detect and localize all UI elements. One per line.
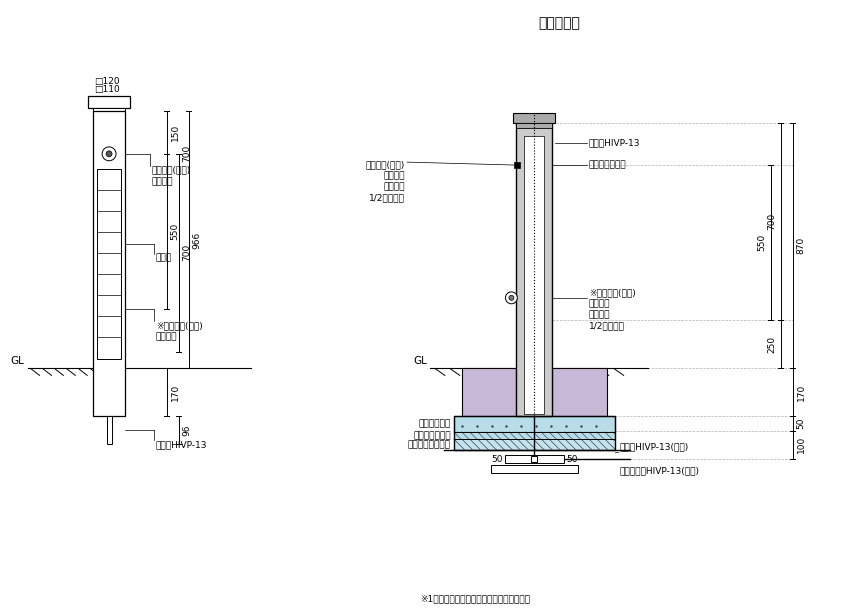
Text: GL: GL (413, 357, 427, 367)
Circle shape (102, 147, 116, 161)
Bar (524, 136, 545, 414)
Text: タイル: タイル (156, 254, 172, 263)
Text: 100: 100 (797, 436, 806, 453)
Bar (517, 123, 552, 128)
Bar (462, 368, 517, 416)
Bar (89, 96, 130, 107)
Text: □120: □120 (94, 77, 120, 86)
Text: ※1口は、下部蛇口取付位置がありません。: ※1口は、下部蛇口取付位置がありません。 (420, 594, 530, 604)
Text: 250: 250 (768, 336, 776, 353)
Circle shape (509, 295, 514, 300)
Text: □110: □110 (94, 85, 120, 94)
Bar (531, 456, 537, 462)
Text: 150: 150 (170, 124, 180, 141)
Text: 170: 170 (170, 384, 180, 401)
Text: □400: □400 (522, 465, 547, 473)
Text: 上部蛇口(別売)
取付位置: 上部蛇口(別売) 取付位置 (152, 166, 191, 186)
Bar (552, 368, 607, 416)
Text: 50: 50 (797, 418, 806, 429)
Text: 給水エルボHIVP-13(別途): 給水エルボHIVP-13(別途) (620, 466, 700, 475)
Text: 550: 550 (170, 223, 180, 240)
Text: 966: 966 (192, 231, 201, 249)
Text: 給水管HIVP-13: 給水管HIVP-13 (589, 138, 641, 147)
Bar (504, 456, 564, 463)
Text: 上部蛇口(別売)
取付位置
給水栓用
1/2ソケット: 上部蛇口(別売) 取付位置 給水栓用 1/2ソケット (366, 160, 405, 203)
Text: ※下部蛇口(別売)
取付位置
給水栓用
1/2ソケット: ※下部蛇口(別売) 取付位置 給水栓用 1/2ソケット (589, 288, 636, 330)
Bar (106, 416, 111, 443)
Text: コンクリート: コンクリート (419, 420, 451, 429)
Bar (97, 169, 121, 359)
Text: （側面図）: （側面図） (538, 17, 580, 31)
Text: 870: 870 (797, 237, 806, 254)
Text: 170: 170 (797, 384, 806, 401)
Text: 50: 50 (566, 455, 577, 464)
Text: 給水管HIVP-13(別途): 給水管HIVP-13(別途) (620, 442, 689, 451)
Bar (454, 432, 615, 439)
Bar (514, 162, 520, 168)
Text: 700: 700 (768, 213, 776, 230)
Text: 96: 96 (183, 424, 191, 436)
Text: 給水管HIVP-13: 給水管HIVP-13 (156, 440, 207, 449)
Bar (94, 112, 125, 416)
Bar (94, 107, 125, 112)
Bar (454, 416, 615, 450)
Text: 700: 700 (183, 244, 191, 262)
Bar (491, 465, 578, 473)
Text: ※下部蛇口(別売)
取付位置: ※下部蛇口(別売) 取付位置 (156, 321, 202, 341)
Text: クラッシャーラン: クラッシャーラン (408, 440, 451, 449)
Circle shape (506, 292, 518, 304)
Text: GL: GL (11, 357, 24, 367)
Text: 空練りモルタル: 空練りモルタル (413, 431, 451, 440)
Text: 発泡スチロール: 発泡スチロール (589, 161, 626, 169)
Text: □300: □300 (521, 455, 547, 464)
Text: 550: 550 (758, 234, 767, 251)
Text: 700: 700 (183, 146, 191, 163)
Bar (454, 416, 615, 432)
Bar (454, 439, 615, 450)
Text: 50: 50 (491, 455, 502, 464)
Bar (513, 113, 555, 123)
Bar (517, 123, 552, 416)
Circle shape (106, 151, 112, 157)
